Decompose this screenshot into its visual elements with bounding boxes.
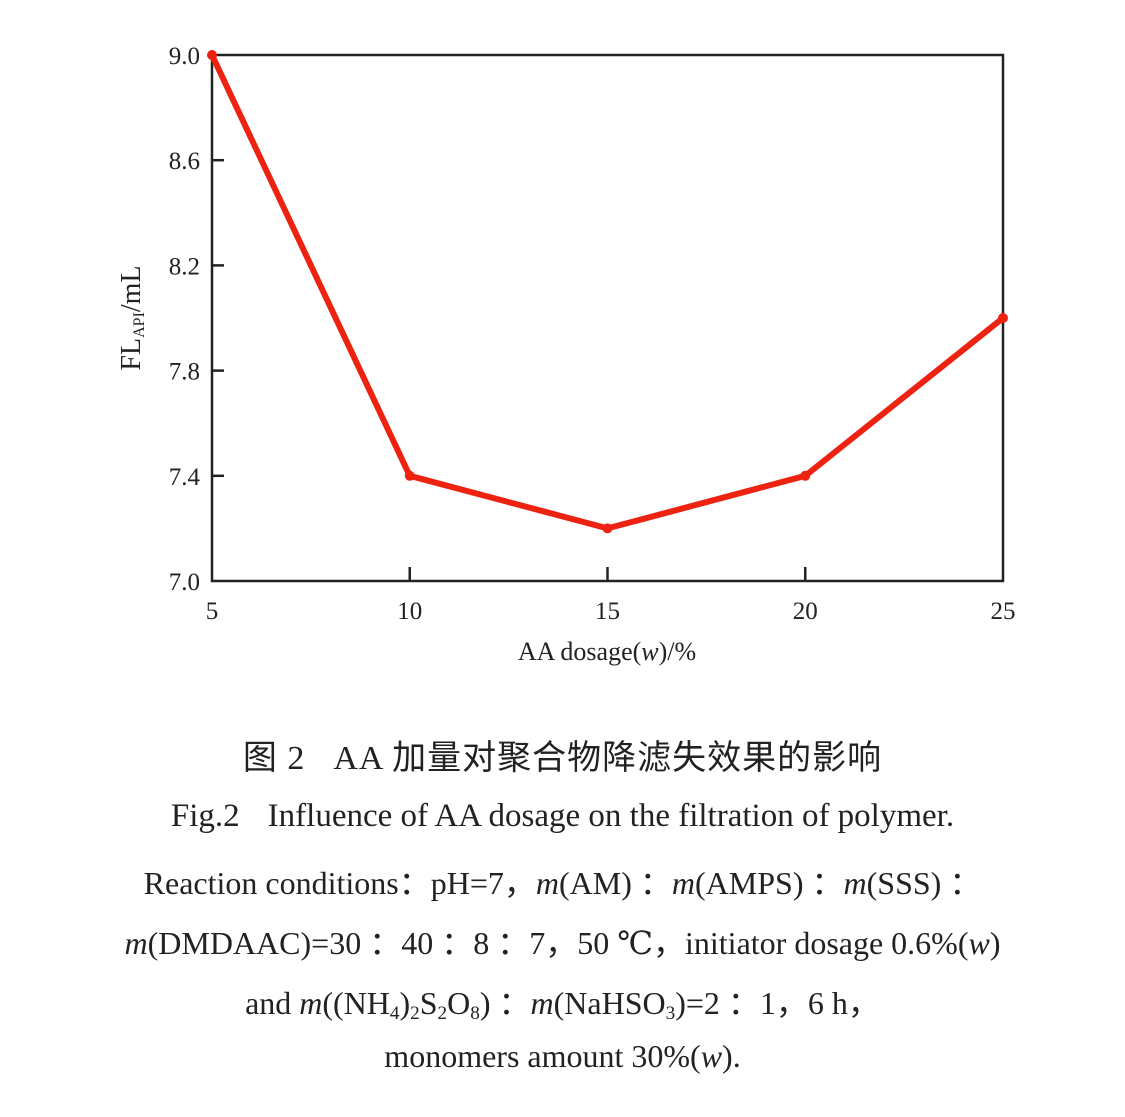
reaction-conditions-line-4: monomers amount 30%(w). [384,1038,741,1074]
y-tick-label: 8.2 [169,253,200,280]
x-tick-label: 5 [206,598,219,625]
data-point [207,50,217,60]
data-point [800,470,811,481]
y-axis-label: FLAPI/mL [116,265,148,370]
reaction-conditions-line-1: Reaction conditions：pH=7，m(AM) ：m(AMPS) … [143,865,982,901]
y-tick-label: 7.4 [169,464,201,491]
data-point [998,313,1008,323]
y-tick-label: 7.0 [169,569,200,596]
data-markers [207,50,1008,534]
x-tick-label: 10 [397,598,422,625]
x-tick-label: 20 [793,598,818,625]
caption-chinese: 图 2 AA 加量对聚合物降滤失效果的影响 [0,730,1125,779]
plot-frame [210,53,1005,583]
x-tick-label: 25 [991,598,1016,625]
y-axis-ticks: 7.0 7.4 7.8 8.2 8.6 9.0 [169,43,224,596]
caption-en-label: Fig.2 [170,798,240,834]
caption-cn-label: 图 2 [242,740,306,777]
caption-cn-text: AA 加量对聚合物降滤失效果的影响 [333,740,883,777]
data-line [209,52,1006,532]
caption-english: Fig.2 Influence of AA dosage on the filtr… [0,798,1125,835]
y-tick-label: 8.6 [169,148,200,175]
reaction-conditions-line-3: and m((NH4)2S2O8) ：m(NaHSO3)=2 ：1，6 h， [245,985,880,1024]
reaction-conditions-line-2: m(DMDAAC)=30 ：40 ：8 ：7，50 ℃，initiator do… [124,925,1001,961]
x-axis-ticks: 5 10 15 20 25 [206,567,1016,625]
data-point [404,470,415,481]
data-point [602,523,613,534]
y-tick-label: 9.0 [169,43,200,70]
x-tick-label: 15 [595,598,620,625]
y-tick-label: 7.8 [169,359,200,386]
caption-en-text: Influence of AA dosage on the filtration… [267,798,955,834]
line-chart: 7.0 7.4 7.8 8.2 8.6 9.0 5 10 15 20 25 AA dosage(w… [116,43,1016,666]
x-axis-label: AA dosage(w)/% [518,637,696,666]
